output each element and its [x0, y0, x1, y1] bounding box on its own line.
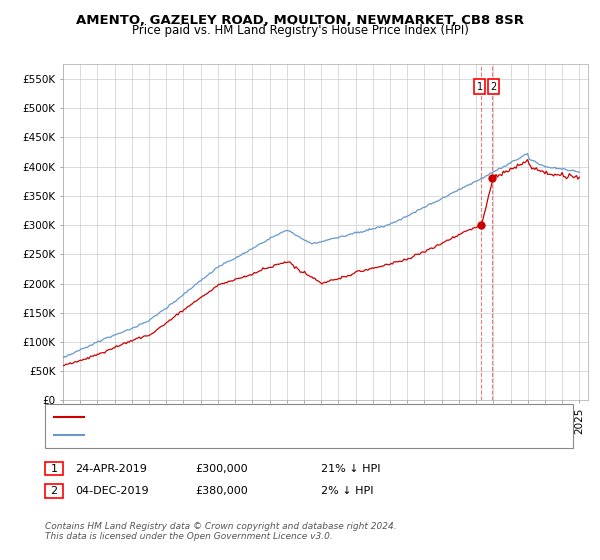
Text: Price paid vs. HM Land Registry's House Price Index (HPI): Price paid vs. HM Land Registry's House …: [131, 24, 469, 37]
Text: 04-DEC-2019: 04-DEC-2019: [75, 486, 149, 496]
Text: 21% ↓ HPI: 21% ↓ HPI: [321, 464, 380, 474]
Text: 2: 2: [50, 486, 58, 496]
Text: 1: 1: [477, 82, 483, 92]
Text: 24-APR-2019: 24-APR-2019: [75, 464, 147, 474]
Text: 2% ↓ HPI: 2% ↓ HPI: [321, 486, 373, 496]
Text: £380,000: £380,000: [195, 486, 248, 496]
Text: AMENTO, GAZELEY ROAD, MOULTON, NEWMARKET, CB8 8SR (detached house): AMENTO, GAZELEY ROAD, MOULTON, NEWMARKET…: [90, 412, 500, 422]
Text: 2: 2: [490, 82, 496, 92]
Text: £300,000: £300,000: [195, 464, 248, 474]
Text: 1: 1: [50, 464, 58, 474]
Text: AMENTO, GAZELEY ROAD, MOULTON, NEWMARKET, CB8 8SR: AMENTO, GAZELEY ROAD, MOULTON, NEWMARKET…: [76, 14, 524, 27]
Text: HPI: Average price, detached house, West Suffolk: HPI: Average price, detached house, West…: [90, 430, 348, 440]
Text: Contains HM Land Registry data © Crown copyright and database right 2024.
This d: Contains HM Land Registry data © Crown c…: [45, 522, 397, 542]
